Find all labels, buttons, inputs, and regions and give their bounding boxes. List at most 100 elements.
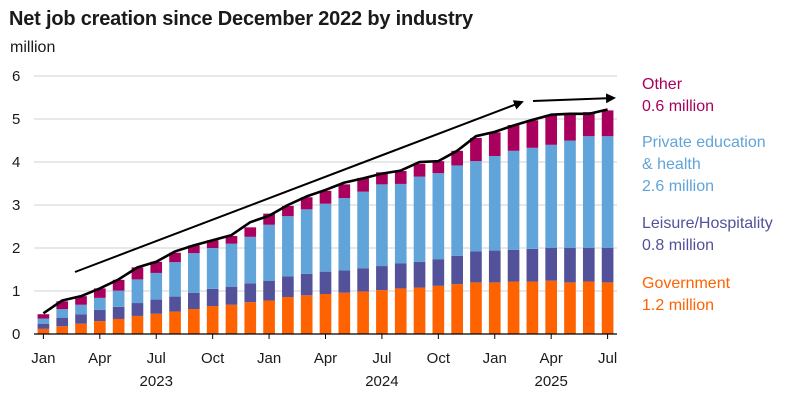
x-tick-label-27: Apr: [540, 350, 563, 367]
bar-other-26: [526, 120, 539, 148]
bar-private-education-health-28: [564, 140, 576, 248]
bar-government-15: [319, 294, 332, 334]
y-tick-label-4: 4: [12, 154, 20, 171]
bar-leisure-hospitality-4: [112, 306, 125, 319]
bar-government-30: [601, 282, 614, 334]
x-tick-label-24: Jan: [483, 350, 507, 367]
bar-government-4: [112, 318, 125, 334]
bar-other-24: [488, 132, 501, 156]
bar-leisure-hospitality-3: [93, 309, 106, 322]
bar-government-18: [376, 290, 388, 334]
bar-government-19: [394, 288, 407, 334]
bar-leisure-hospitality-8: [188, 292, 200, 310]
bar-private-education-health-27: [545, 144, 558, 248]
legend-value-leisure-hospitality: 0.8 million: [642, 237, 715, 254]
legend-item-private-education-health: Private education & health 2.6 million: [642, 132, 766, 198]
year-label-2025: 2025: [534, 373, 567, 390]
bar-other-18: [376, 172, 388, 185]
bar-leisure-hospitality-27: [545, 248, 558, 281]
bar-other-12: [263, 213, 275, 225]
bar-other-30: [601, 110, 614, 137]
bar-other-19: [394, 171, 407, 184]
y-axis-unit-label: million: [10, 39, 56, 56]
bar-leisure-hospitality-10: [225, 286, 238, 305]
bar-government-25: [507, 281, 520, 334]
bar-leisure-hospitality-28: [564, 248, 576, 283]
bar-private-education-health-1: [56, 309, 69, 318]
legend-label-leisure-hospitality: Leisure/Hospitality: [642, 215, 773, 232]
bar-private-education-health-29: [582, 136, 595, 248]
bar-private-education-health-21: [432, 173, 445, 260]
bar-government-5: [131, 315, 144, 334]
bar-other-1: [56, 301, 69, 310]
legend-label-government: Government: [642, 275, 731, 292]
total-jobs-line: [42, 108, 608, 315]
bar-private-education-health-18: [376, 184, 388, 267]
bar-leisure-hospitality-14: [300, 273, 313, 296]
bar-other-15: [319, 190, 332, 204]
bar-private-education-health-20: [413, 176, 426, 262]
bar-government-3: [93, 321, 106, 334]
bar-government-11: [244, 302, 257, 334]
x-tick-label-3: Apr: [88, 350, 111, 367]
bar-other-5: [131, 267, 144, 280]
bar-government-0: [37, 328, 50, 334]
bar-leisure-hospitality-25: [507, 249, 520, 282]
bar-leisure-hospitality-7: [169, 296, 181, 312]
bar-leisure-hospitality-0: [37, 323, 50, 329]
x-tick-label-21: Oct: [427, 350, 451, 367]
bar-private-education-health-0: [37, 318, 50, 324]
bar-other-25: [507, 125, 520, 151]
bar-private-education-health-13: [282, 216, 294, 277]
bar-private-education-health-17: [357, 191, 369, 269]
bar-private-education-health-8: [188, 253, 200, 293]
bar-other-20: [413, 163, 426, 177]
bar-other-0: [37, 314, 50, 319]
bar-private-education-health-12: [263, 224, 275, 281]
bar-private-education-health-30: [601, 136, 614, 248]
legend-item-government: Government 1.2 million: [642, 273, 730, 317]
x-tick-label-9: Oct: [201, 350, 225, 367]
bar-government-28: [564, 282, 576, 334]
y-tick-label-0: 0: [12, 326, 20, 343]
bar-government-13: [282, 297, 294, 334]
bar-leisure-hospitality-19: [394, 263, 407, 289]
bar-private-education-health-24: [488, 155, 501, 251]
bar-leisure-hospitality-29: [582, 248, 595, 282]
chart-title: Net job creation since December 2022 by …: [9, 8, 473, 30]
bar-other-10: [225, 235, 238, 244]
legend-item-leisure-hospitality: Leisure/Hospitality 0.8 million: [642, 213, 773, 257]
bar-leisure-hospitality-2: [75, 314, 87, 324]
year-label-2024: 2024: [365, 373, 398, 390]
bar-private-education-health-10: [225, 243, 238, 287]
bar-government-27: [545, 280, 558, 334]
bar-government-7: [169, 311, 181, 334]
bar-other-27: [545, 115, 558, 145]
trend-arrow-2: [532, 93, 616, 104]
bar-government-10: [225, 304, 238, 334]
x-tick-label-0: Jan: [31, 350, 55, 367]
bar-government-24: [488, 282, 501, 334]
bar-other-28: [564, 112, 576, 141]
bar-leisure-hospitality-13: [282, 276, 294, 298]
bar-other-16: [338, 184, 351, 199]
bar-other-17: [357, 177, 369, 192]
bar-leisure-hospitality-5: [131, 303, 144, 316]
bar-government-2: [75, 323, 87, 334]
bar-private-education-health-9: [206, 248, 219, 289]
bar-private-education-health-26: [526, 147, 539, 249]
bar-other-11: [244, 227, 257, 237]
y-tick-label-3: 3: [12, 197, 20, 214]
y-tick-label-5: 5: [12, 111, 20, 128]
legend-label-other: Other: [642, 76, 683, 93]
legend-item-other: Other 0.6 million: [642, 74, 714, 118]
bar-leisure-hospitality-24: [488, 250, 501, 283]
x-tick-label-18: Jul: [372, 350, 391, 367]
bar-private-education-health-22: [451, 165, 463, 256]
bar-private-education-health-14: [300, 209, 313, 274]
bar-private-education-health-25: [507, 150, 520, 250]
bar-government-1: [56, 326, 69, 334]
bar-government-20: [413, 287, 426, 334]
bar-government-29: [582, 281, 595, 334]
bar-other-6: [150, 261, 163, 273]
